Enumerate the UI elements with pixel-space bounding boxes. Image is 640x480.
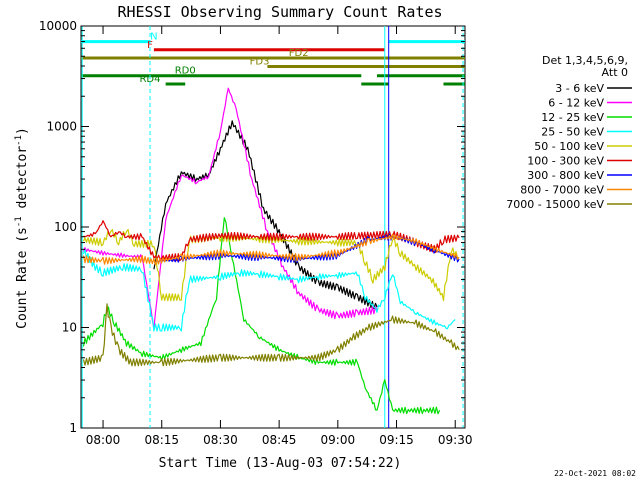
legend-header-0: Det 1,3,4,5,6,9, <box>542 54 628 67</box>
x-tick-label-3: 08:45 <box>262 433 297 447</box>
plot-frame <box>80 25 466 429</box>
series-line-7 <box>82 233 460 266</box>
legend-label-1: 6 - 12 keV <box>548 97 604 110</box>
state-flags: NF FD2 FD3 RD0 RD4 <box>81 32 465 86</box>
legend-label-7: 800 - 7000 keV <box>520 184 604 197</box>
x-tick-label-6: 09:30 <box>438 433 473 447</box>
y-tick-label-4: 10000 <box>39 19 77 33</box>
x-tick-label-2: 08:30 <box>203 433 238 447</box>
axes-ticks: 08:00 08:15 08:30 08:45 09:00 09:15 09:30 1 10 10… <box>39 19 473 447</box>
flag-label-f: F <box>147 40 153 51</box>
flag-label-rd0: RD0 <box>175 66 196 77</box>
legend-label-8: 7000 - 15000 keV <box>506 198 604 211</box>
flag-label-fd2: FD2 <box>289 48 309 59</box>
series-line-4 <box>82 228 460 302</box>
legend-label-2: 12 - 25 keV <box>541 111 604 124</box>
legend-label-5: 100 - 300 keV <box>527 155 604 168</box>
flag-label-rd4: RD4 <box>139 74 160 85</box>
flag-label-n: N <box>150 32 157 43</box>
legend-label-6: 300 - 800 keV <box>527 169 604 182</box>
y-axis-label: Count Rate (s-1 detector-1) <box>14 127 30 329</box>
plot-border <box>80 25 466 429</box>
x-tick-label-4: 09:00 <box>321 433 356 447</box>
y-axis-label-sup2: -1 <box>14 135 24 146</box>
legend-label-4: 50 - 100 keV <box>534 140 604 153</box>
x-tick-label-1: 08:15 <box>144 433 179 447</box>
legend-label-0: 3 - 6 keV <box>555 82 604 95</box>
y-tick-label-0: 1 <box>69 421 77 435</box>
series-line-0 <box>153 120 378 310</box>
series-line-8 <box>82 303 460 367</box>
y-axis-label-tail: detector <box>15 146 30 217</box>
x-tick-label-5: 09:15 <box>379 433 414 447</box>
flag-label-fd3: FD3 <box>250 57 270 68</box>
series-line-3 <box>82 248 456 332</box>
y-axis-label-sup: -1 <box>14 216 24 227</box>
series-line-2 <box>82 217 441 415</box>
series-lines <box>82 87 460 415</box>
y-tick-label-2: 100 <box>54 220 77 234</box>
x-tick-label-0: 08:00 <box>86 433 121 447</box>
x-axis-label: Start Time (13-Aug-03 07:54:22) <box>159 456 402 471</box>
y-axis-label-end: ) <box>15 127 30 135</box>
legend: Det 1,3,4,5,6,9,Att 0 3 - 6 keV 6 - 12 keV… <box>506 54 632 211</box>
series-line-5 <box>83 220 460 262</box>
event-lines <box>81 26 464 428</box>
y-tick-label-3: 1000 <box>46 120 77 134</box>
legend-label-3: 25 - 50 keV <box>541 126 604 139</box>
y-tick-label-1: 10 <box>62 321 77 335</box>
series-line-1 <box>82 87 378 330</box>
y-axis-label-main: Count Rate (s <box>15 227 30 329</box>
footer-date: 22-Oct-2021 08:02 <box>554 469 636 478</box>
chart-title: RHESSI Observing Summary Count Rates <box>117 3 442 21</box>
legend-header-1: Att 0 <box>602 66 628 79</box>
